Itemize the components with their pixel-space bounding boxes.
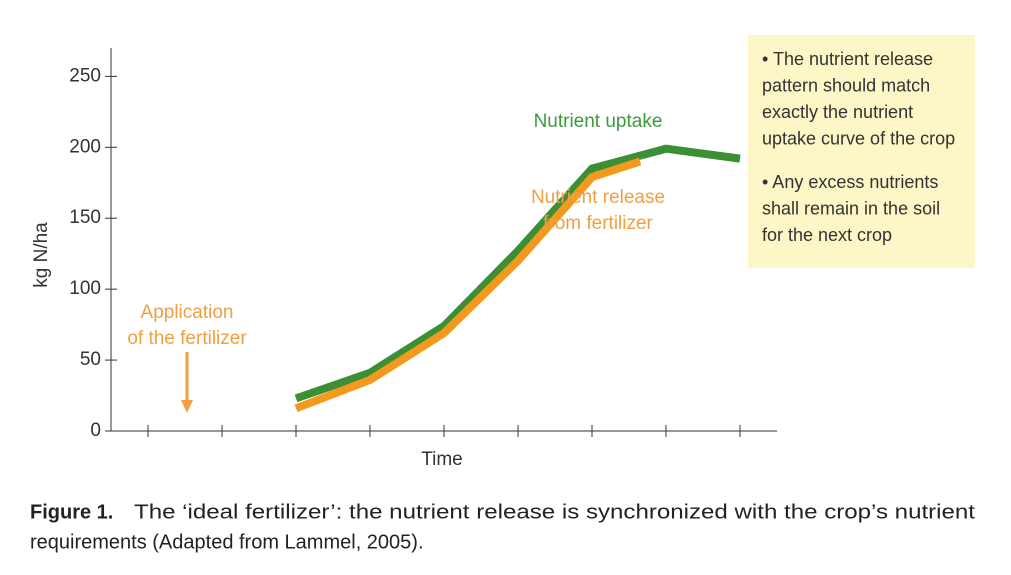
y-tick-label: 250 [69, 65, 101, 86]
annotation: Nutrient uptake [534, 111, 663, 132]
series-line [294, 144, 741, 403]
y-tick-label: 0 [90, 420, 101, 441]
y-tick-label: 200 [69, 136, 101, 157]
note-text: • Any excess nutrients [762, 172, 938, 192]
x-axis-label: Time [421, 449, 463, 470]
series-line [294, 157, 642, 413]
annotation: of the fertilizer [127, 328, 247, 349]
arrow-head [181, 400, 193, 413]
note-text: for the next crop [762, 225, 892, 245]
note-text: exactly the nutrient [762, 102, 913, 122]
caption-line: requirements (Adapted from Lammel, 2005)… [30, 531, 424, 553]
annotation: Nutrient release [531, 187, 665, 208]
note-text: shall remain in the soil [762, 198, 940, 218]
y-tick-label: 150 [69, 207, 101, 228]
annotation: Application [141, 302, 234, 323]
y-tick-label: 100 [69, 278, 101, 299]
y-axis-label: kg N/ha [31, 222, 52, 288]
caption-label: Figure 1. [30, 501, 113, 523]
y-tick-label: 50 [80, 349, 101, 370]
note-text: uptake curve of the crop [762, 128, 955, 148]
note-box [748, 35, 975, 268]
caption-line: The ‘ideal fertilizer’: the nutrient rel… [134, 501, 976, 523]
note-text: • The nutrient release [762, 49, 933, 69]
note-text: pattern should match [762, 75, 930, 95]
annotation: from fertilizer [543, 213, 653, 234]
